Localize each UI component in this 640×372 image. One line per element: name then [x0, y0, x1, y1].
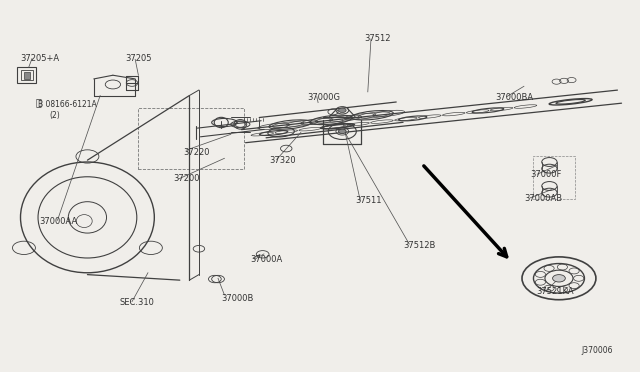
Circle shape — [339, 129, 346, 134]
Bar — [21, 70, 33, 80]
Text: 37512B: 37512B — [403, 241, 435, 250]
Bar — [24, 71, 30, 79]
Text: 37220: 37220 — [183, 148, 209, 157]
Text: Ⓑ: Ⓑ — [35, 97, 42, 107]
Text: SEC.310: SEC.310 — [119, 298, 154, 307]
Text: 37000G: 37000G — [307, 93, 340, 102]
Text: 37205+A: 37205+A — [20, 54, 60, 63]
Text: B 08166-6121A: B 08166-6121A — [38, 100, 97, 109]
Text: 37205: 37205 — [125, 54, 152, 63]
Text: 37000A: 37000A — [250, 255, 282, 264]
Text: 37000AB: 37000AB — [524, 195, 562, 203]
Text: 37320: 37320 — [269, 155, 296, 165]
Circle shape — [552, 275, 565, 282]
Text: J370006: J370006 — [582, 346, 613, 355]
Bar — [534, 157, 575, 199]
Text: 37200: 37200 — [173, 174, 200, 183]
Circle shape — [339, 108, 346, 112]
Text: (2): (2) — [49, 111, 60, 121]
Text: 37000AA: 37000AA — [40, 217, 78, 225]
Text: 37512: 37512 — [365, 34, 391, 43]
Bar — [138, 109, 244, 169]
Text: 37000B: 37000B — [221, 294, 253, 303]
Text: 37000F: 37000F — [531, 170, 562, 179]
Text: 37511: 37511 — [355, 196, 381, 205]
Text: 37521KA: 37521KA — [537, 287, 574, 296]
Bar — [17, 67, 36, 83]
Text: 37000BA: 37000BA — [495, 93, 533, 102]
